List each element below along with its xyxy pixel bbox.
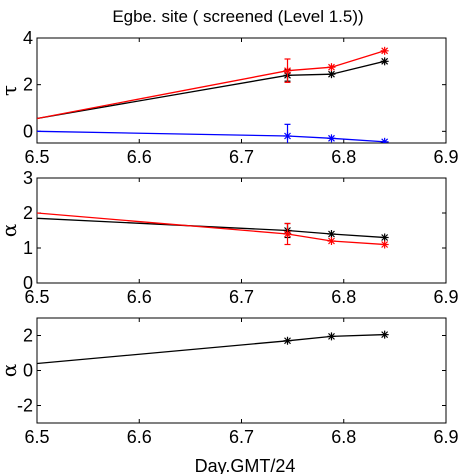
x-tick-label: 6.7 (229, 147, 254, 167)
data-point (283, 336, 292, 345)
y-tick-label: 0 (23, 361, 33, 381)
series-line (37, 50, 385, 120)
data-point (327, 63, 336, 72)
x-axis-label: Day.GMT/24 (195, 456, 296, 474)
panel-curvature: 6.5 6.6 6.7 6.8 6.9 -2 0 2 α (0, 317, 459, 447)
marker-stroke (328, 70, 335, 78)
y-tick-label: -2 (17, 396, 33, 416)
data-point (380, 233, 389, 242)
marker-stroke (381, 331, 389, 339)
data-point (283, 66, 292, 75)
data-point (327, 134, 336, 143)
x-tick-label: 6.6 (127, 147, 152, 167)
panel-aot: 6.5 6.6 6.7 6.8 6.9 0 2 4 τ (0, 28, 459, 167)
data-point (380, 57, 389, 66)
marker-stroke (381, 47, 389, 55)
x-tick-label: 6.9 (433, 147, 458, 167)
data-point (327, 237, 336, 245)
x-tick-label: 6.6 (127, 427, 152, 447)
y-tick-label: 0 (23, 273, 33, 293)
data-point (327, 70, 336, 79)
marker-stroke (382, 138, 389, 143)
x-tick-label: 6.8 (331, 147, 356, 167)
data-point (380, 46, 389, 55)
y-tick-label: 2 (23, 203, 33, 223)
x-tick-label: 6.5 (24, 287, 49, 307)
marker-stroke (328, 63, 335, 71)
marker-stroke (328, 230, 335, 238)
series-line (37, 333, 385, 365)
marker-stroke (328, 237, 335, 245)
data-point (283, 132, 292, 140)
y-axis-label: α (0, 364, 21, 378)
plot-area (37, 212, 389, 249)
series-line (37, 217, 385, 239)
data-point (283, 230, 292, 238)
marker-stroke (328, 332, 335, 340)
x-tick-label: 6.8 (331, 427, 356, 447)
data-point (380, 330, 389, 339)
y-tick-label: 3 (23, 168, 33, 188)
series-line (37, 212, 385, 246)
y-tick-label: 4 (23, 28, 33, 48)
marker-stroke (328, 134, 335, 142)
data-point (380, 240, 389, 249)
series-line (37, 130, 385, 143)
panel-angstrom: 6.5 6.6 6.7 6.8 6.9 0 1 2 3 α (0, 168, 459, 307)
marker-stroke (284, 132, 291, 140)
x-tick-label: 6.6 (127, 287, 152, 307)
x-tick-label: 6.5 (24, 427, 49, 447)
x-tick-label: 6.5 (24, 147, 49, 167)
chart-title: Egbe. site ( screened (Level 1.5)) (112, 7, 363, 26)
data-point (327, 230, 336, 238)
x-tick-label: 6.9 (433, 287, 458, 307)
plot-area (37, 330, 389, 365)
series-line (37, 60, 385, 120)
marker-stroke (381, 234, 389, 241)
plot-area (37, 46, 389, 143)
x-tick-label: 6.7 (229, 287, 254, 307)
marker-stroke (381, 57, 389, 65)
y-tick-label: 2 (23, 75, 33, 95)
y-tick-label: 1 (23, 238, 33, 258)
marker-stroke (284, 337, 291, 345)
y-axis-label: τ (0, 85, 21, 96)
y-axis-label: α (0, 224, 21, 238)
x-tick-label: 6.9 (433, 427, 458, 447)
x-tick-label: 6.7 (229, 427, 254, 447)
data-point (327, 332, 336, 341)
marker-stroke (284, 67, 291, 75)
marker-stroke (381, 241, 389, 248)
marker-stroke (284, 230, 291, 238)
x-tick-label: 6.8 (331, 287, 356, 307)
y-tick-label: 0 (23, 121, 33, 141)
y-tick-label: 2 (23, 326, 33, 346)
data-point (380, 137, 389, 143)
